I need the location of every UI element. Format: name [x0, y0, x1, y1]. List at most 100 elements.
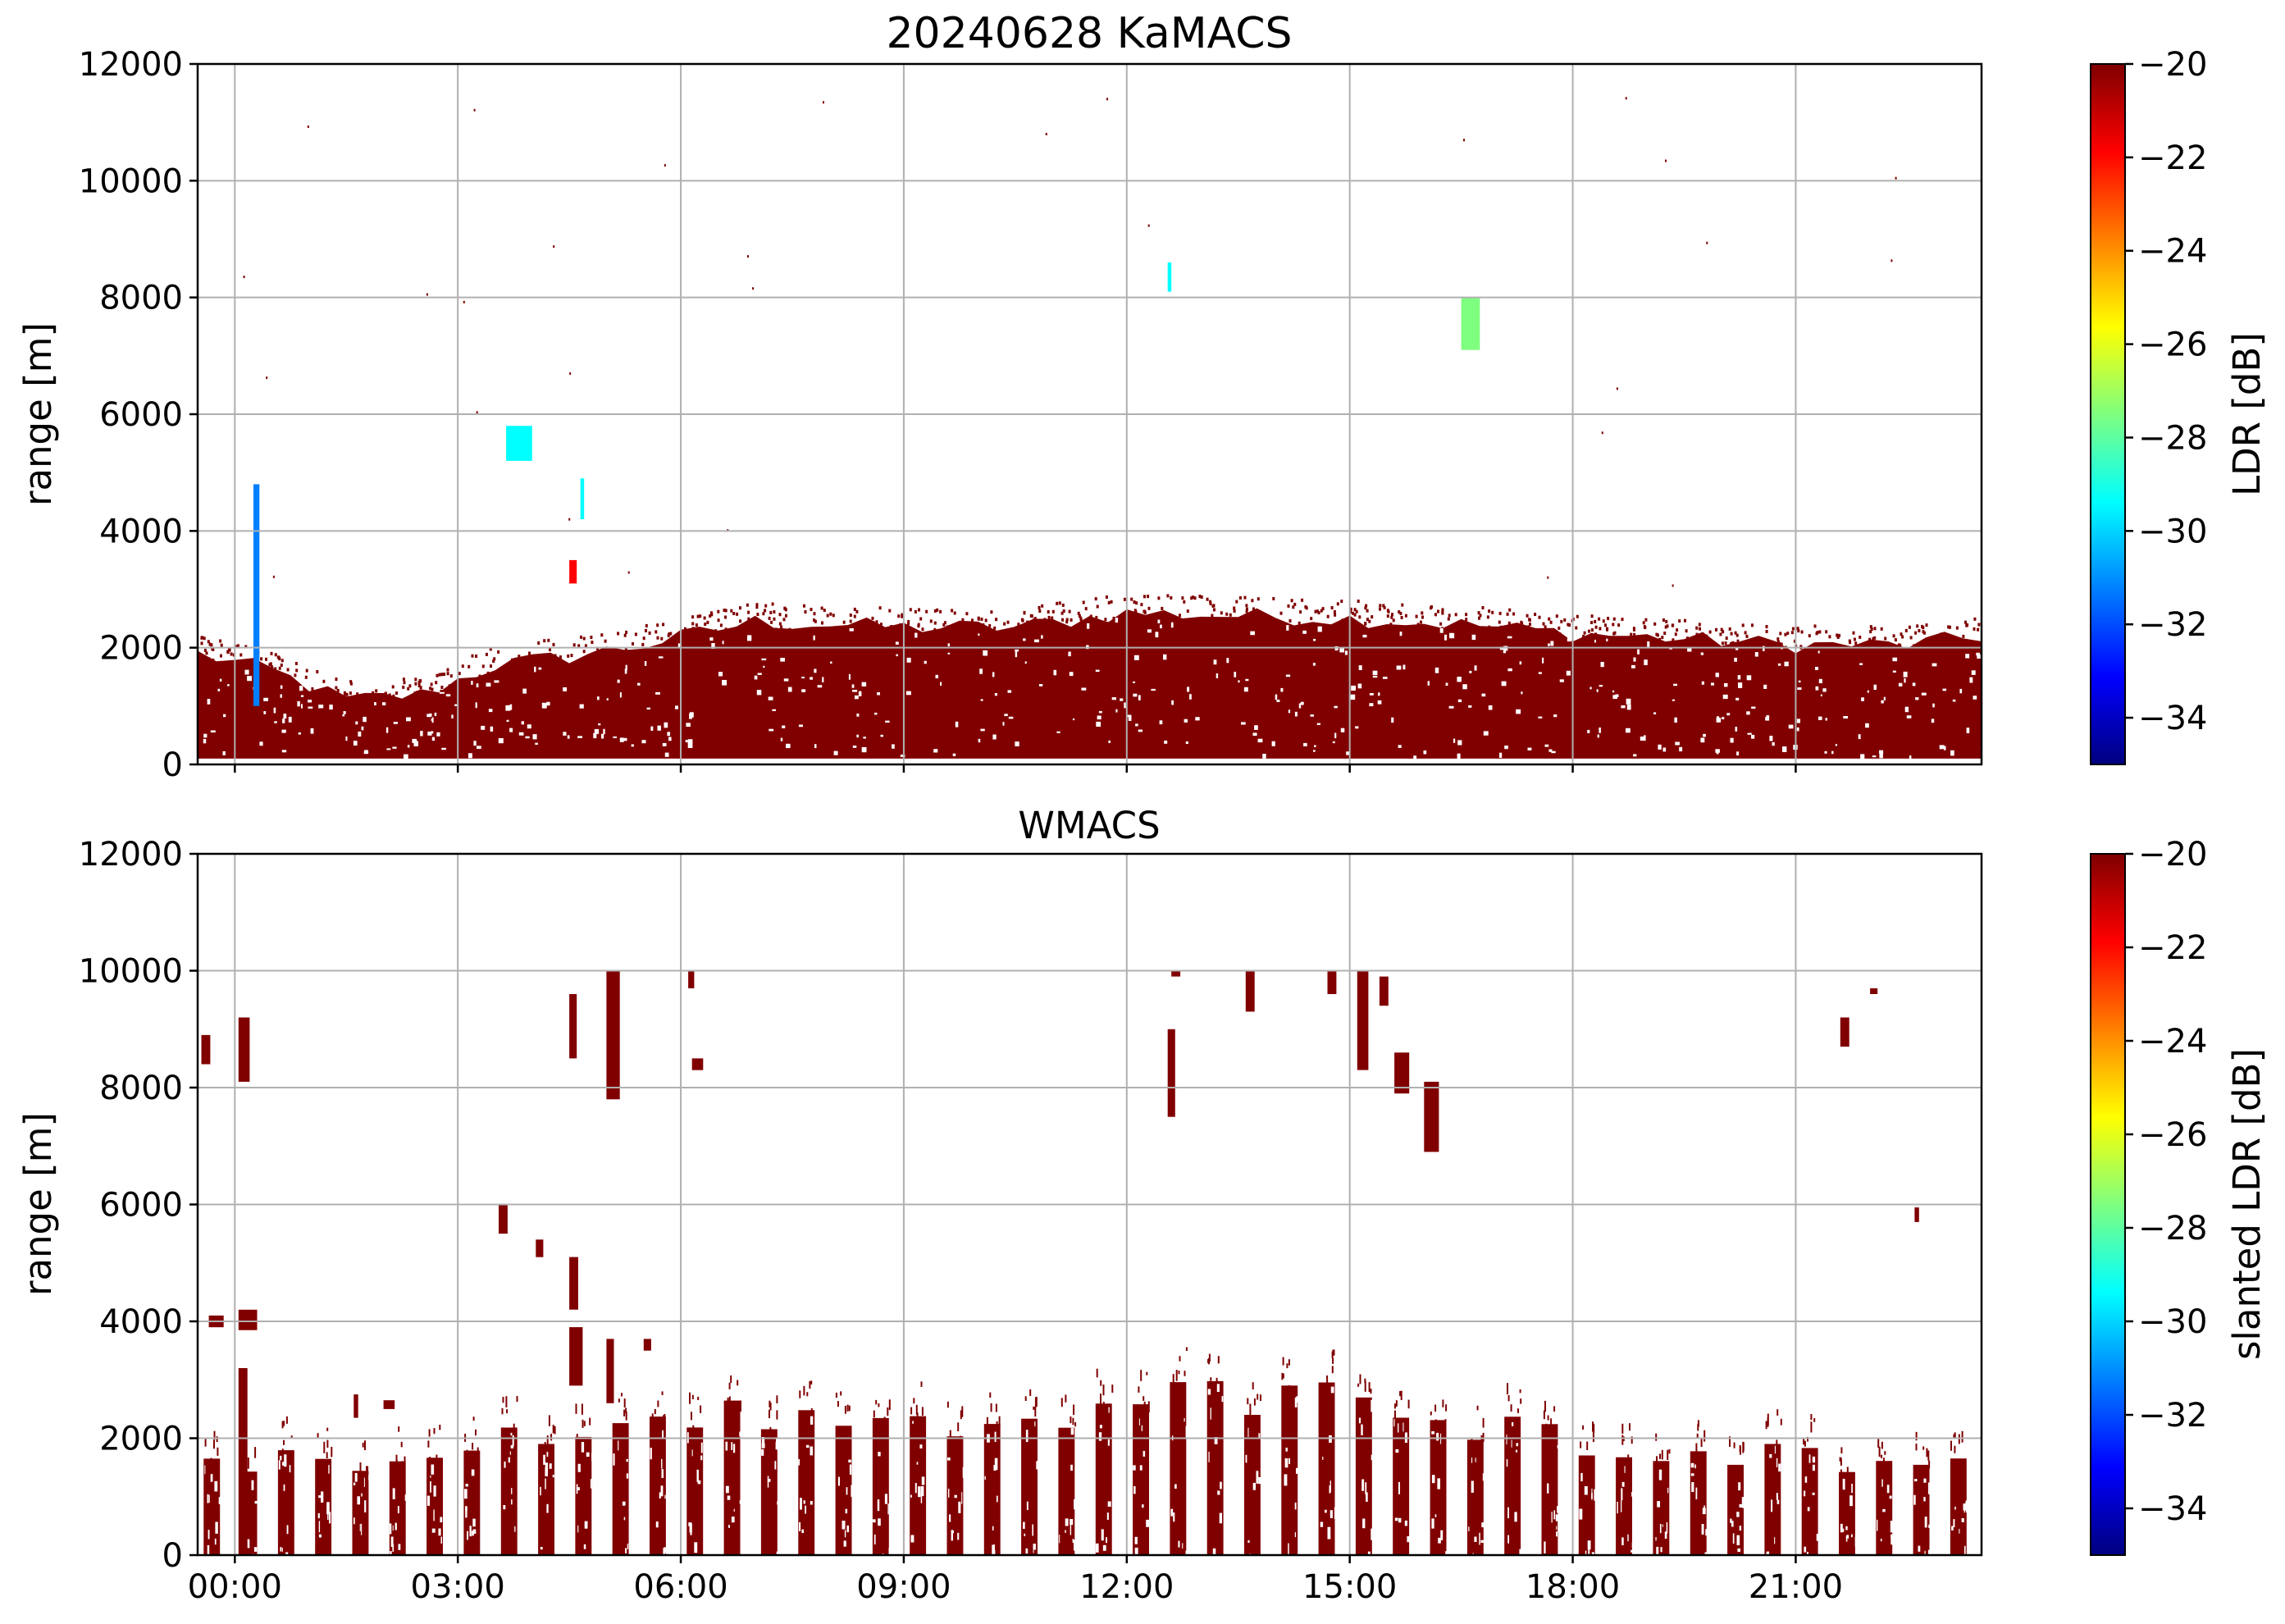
stripe-gap: [1631, 1542, 1635, 1549]
echo-speck: [208, 642, 212, 646]
echo-gap: [1053, 669, 1057, 676]
echo-speck: [1395, 626, 1398, 630]
echo-gap: [263, 711, 267, 714]
echo-speck: [918, 608, 920, 612]
echo-speck: [1387, 609, 1390, 614]
echo-speck: [812, 630, 815, 634]
stripe-tip: [727, 1398, 729, 1406]
stripe-gap: [845, 1508, 848, 1514]
cloud-feature: [1167, 1029, 1175, 1117]
echo-speck: [208, 657, 211, 661]
chart-title: WMACS: [1018, 804, 1160, 847]
echo-speck: [305, 668, 308, 673]
echo-speck: [1032, 630, 1035, 633]
echo-gap: [476, 683, 479, 687]
echo-gap: [1701, 681, 1704, 685]
stripe-gap: [1284, 1474, 1288, 1486]
echo-gap: [598, 723, 601, 726]
stripe-tip: [1100, 1380, 1102, 1386]
echo-gap: [1715, 749, 1720, 753]
echo-speck: [1038, 609, 1042, 613]
echo-speck: [1383, 605, 1386, 609]
echo-gap: [288, 716, 292, 723]
echo-speck: [1133, 600, 1136, 604]
echo-speck: [1870, 627, 1873, 631]
echo-gap: [1423, 750, 1427, 755]
echo-speck: [1061, 603, 1065, 607]
echo-gap: [1469, 670, 1472, 673]
echo-speck: [531, 667, 534, 671]
stripe-gap: [1065, 1518, 1069, 1526]
echo-gap: [1449, 632, 1455, 639]
echo-speck: [269, 662, 272, 666]
echo-gap: [203, 738, 207, 744]
echo-gap: [445, 694, 451, 697]
stripe-tip: [1553, 1406, 1556, 1412]
echo-speck: [1951, 641, 1954, 645]
echo-speck: [829, 612, 832, 616]
echo-gap: [1626, 704, 1631, 710]
echo-speck: [977, 616, 980, 620]
stripe-tip: [1954, 1445, 1956, 1453]
stripe-echo: [612, 1423, 629, 1555]
stripe-tip: [835, 1392, 837, 1398]
echo-speck: [395, 697, 398, 701]
isolated-speck: [1672, 584, 1674, 587]
stripe-gap: [626, 1458, 628, 1462]
echo-speck: [1379, 604, 1382, 608]
echo-speck: [1079, 625, 1083, 629]
echo-speck: [361, 700, 364, 705]
echo-gap: [1815, 686, 1819, 691]
echo-speck: [1886, 643, 1890, 647]
stripe-gap: [546, 1503, 549, 1513]
echo-speck: [1892, 634, 1895, 638]
echo-speck: [982, 627, 985, 631]
stripe-gap: [954, 1494, 957, 1499]
stripe-tip: [1332, 1357, 1334, 1364]
stripe-gap: [1216, 1384, 1220, 1392]
stripe-gap: [1294, 1502, 1297, 1510]
echo-speck: [1416, 623, 1420, 627]
echo-gap: [1302, 630, 1307, 634]
echo-speck: [684, 636, 687, 640]
stripe-gap: [1371, 1454, 1373, 1461]
echo-speck: [1531, 632, 1535, 636]
stripe-gap: [1325, 1509, 1327, 1513]
stripe-tip: [505, 1396, 508, 1407]
echo-speck: [778, 613, 782, 617]
echo-speck: [1886, 647, 1889, 651]
y-tick-label: 2000: [99, 630, 183, 668]
stripe-gap: [357, 1496, 360, 1505]
stripe-tip: [1442, 1399, 1444, 1407]
echo-gap: [1008, 716, 1014, 719]
stripe-gap: [733, 1444, 736, 1453]
stripe-tip: [1482, 1417, 1485, 1428]
stripe-gap: [1437, 1478, 1440, 1489]
stripe-gap: [1621, 1481, 1625, 1487]
echo-gap: [1098, 710, 1102, 714]
echo-speck: [1211, 614, 1214, 618]
stripe-gap: [1846, 1535, 1849, 1539]
colorbar-ticks: −20−22−24−26−28−30−32−34: [2125, 836, 2207, 1528]
echo-gap: [935, 674, 938, 679]
echo-speck: [1741, 623, 1745, 627]
echo-gap: [451, 714, 454, 718]
data-layer: [198, 97, 1982, 760]
stripe-tip: [290, 1435, 293, 1439]
echo-speck: [380, 698, 383, 702]
stripe-tip: [664, 1414, 666, 1426]
echo-speck: [1498, 620, 1501, 624]
echo-speck: [552, 642, 555, 646]
stripe-tip: [1073, 1404, 1075, 1415]
echo-speck: [234, 645, 237, 649]
stripe-tip: [1100, 1394, 1101, 1404]
echo-speck: [1721, 641, 1724, 645]
stripe-tip: [1550, 1418, 1553, 1428]
echo-speck: [942, 635, 945, 639]
stripe-gap: [1102, 1544, 1106, 1551]
echo-gap: [885, 720, 890, 723]
stripe-tip: [1697, 1424, 1699, 1431]
echo-gap: [780, 737, 783, 741]
echo-speck: [330, 688, 333, 692]
stripe-tip: [1282, 1373, 1284, 1379]
